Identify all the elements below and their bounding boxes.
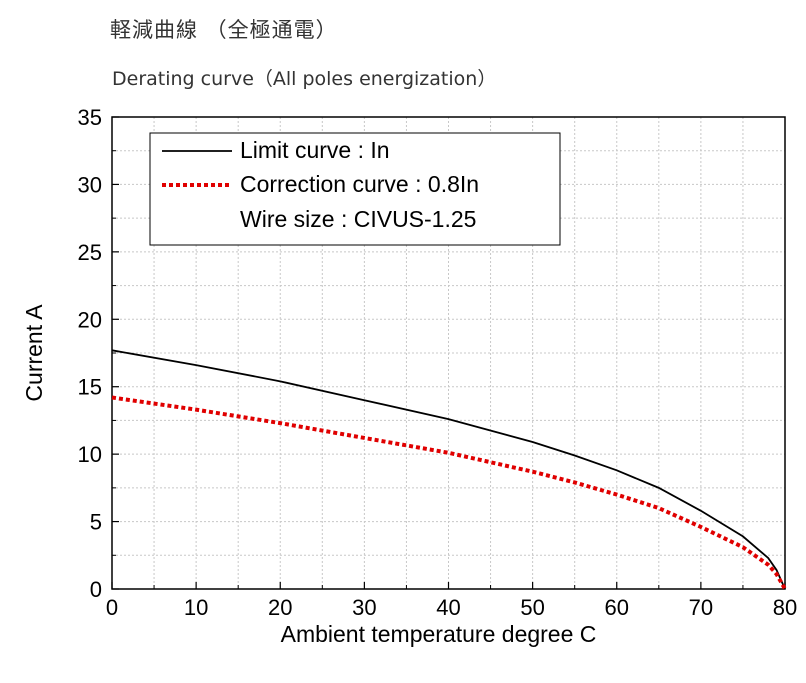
- series-limit-curve: [111, 349, 786, 590]
- y-tick-label: 30: [78, 172, 102, 197]
- y-tick-label: 0: [90, 577, 102, 602]
- x-tick-label: 30: [352, 595, 376, 620]
- x-tick-label: 20: [268, 595, 292, 620]
- y-tick-label: 25: [78, 240, 102, 265]
- y-tick-label: 10: [78, 442, 102, 467]
- x-tick-label: 60: [605, 595, 629, 620]
- x-axis-label: Ambient temperature degree C: [281, 621, 597, 647]
- y-axis-label: Current A: [21, 304, 47, 402]
- x-tick-label: 80: [773, 595, 797, 620]
- x-tick-label: 40: [436, 595, 460, 620]
- legend: Limit curve : In Correction curve : 0.8I…: [149, 132, 561, 246]
- y-tick-label: 20: [78, 307, 102, 332]
- x-tick-label: 10: [184, 595, 208, 620]
- legend-label-correction-curve: Correction curve : 0.8In: [240, 171, 479, 197]
- y-tick-label: 5: [90, 510, 102, 535]
- legend-label-limit-curve: Limit curve : In: [240, 137, 390, 163]
- x-tick-label: 0: [106, 595, 118, 620]
- y-tick-label: 15: [78, 375, 102, 400]
- series-correction-curve: [111, 395, 787, 590]
- x-tick-label: 50: [520, 595, 544, 620]
- x-tick-label: 70: [689, 595, 713, 620]
- chart-subtitle: Derating curve（All poles energization）: [112, 68, 497, 90]
- y-tick-label: 35: [78, 105, 102, 130]
- axis-ticks: 0 10 20 30 40 50 60 70 80 0 5 10 15 20 25 30 35: [78, 105, 798, 620]
- chart-title: 軽減曲線 （全極通電）: [110, 18, 338, 42]
- series-group: [111, 349, 787, 590]
- legend-wire-size-note: Wire size : CIVUS-1.25: [240, 206, 476, 232]
